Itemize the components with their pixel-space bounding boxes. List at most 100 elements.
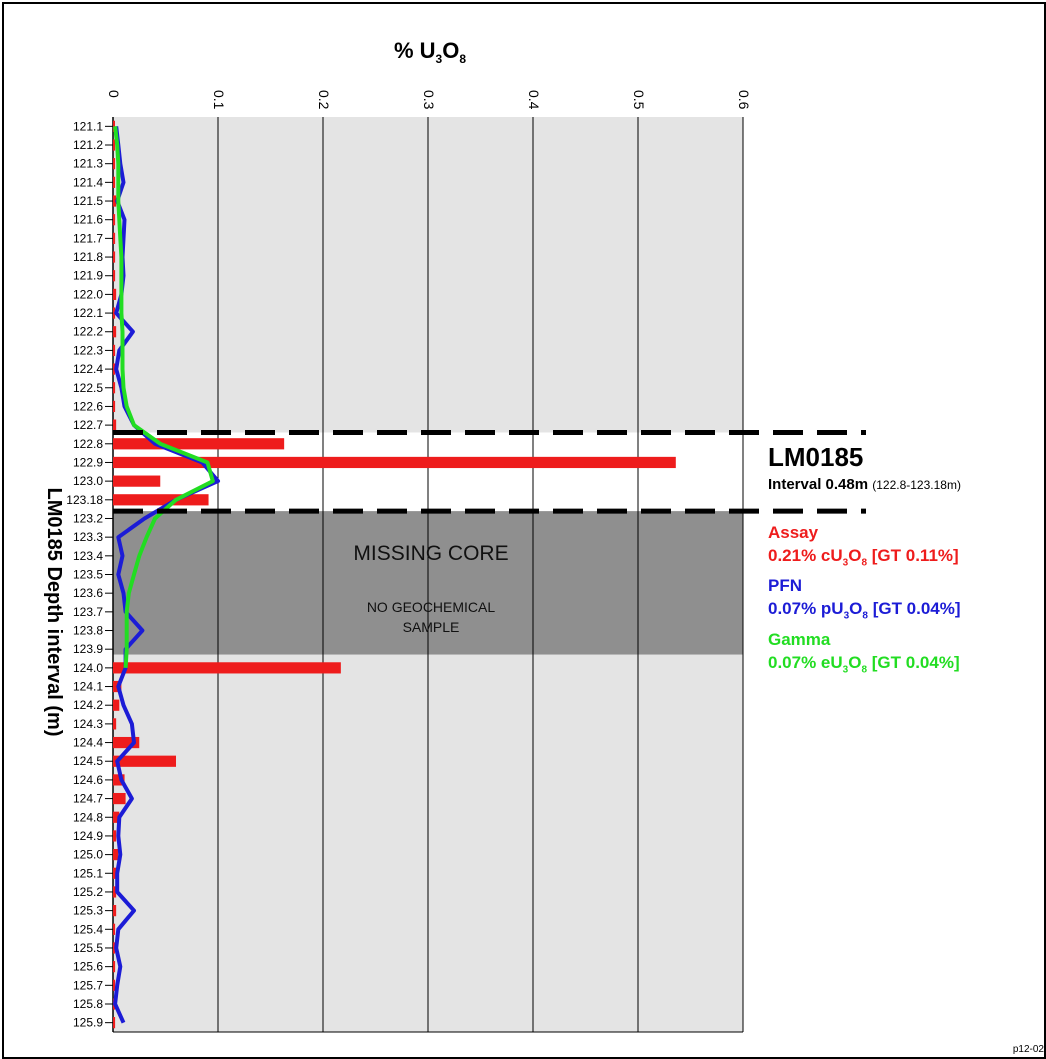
depth-label: 124.8 — [73, 810, 103, 824]
assay-bar — [113, 736, 140, 749]
depth-label: 123.0 — [73, 474, 103, 488]
letter-o: O — [849, 599, 863, 619]
depth-label: 124.7 — [73, 792, 103, 806]
depth-label: 125.5 — [73, 941, 103, 955]
depth-label: 124.2 — [73, 698, 103, 712]
interval-range: (122.8-123.18m) — [872, 478, 961, 492]
depth-label: 123.5 — [73, 568, 103, 582]
gamma-label: Gamma — [768, 629, 831, 649]
assay-bar — [113, 363, 116, 375]
y-axis-label: LM0185 Depth interval (m) — [43, 488, 65, 737]
assay-bar — [113, 344, 116, 357]
letter-o: O — [848, 546, 862, 565]
depth-label: 125.1 — [73, 866, 103, 880]
subscript-8: 8 — [861, 557, 868, 569]
assay-bar — [113, 867, 118, 879]
depth-label: 121.7 — [73, 231, 103, 245]
title-part: O — [442, 38, 459, 63]
pfn-label: PFN — [768, 576, 802, 596]
assay-bar — [113, 382, 116, 394]
depth-label: 121.4 — [73, 175, 103, 189]
assay-bar — [113, 755, 176, 767]
depth-label: 122.3 — [73, 343, 103, 357]
assay-bar — [113, 699, 120, 711]
assay-bar — [113, 232, 116, 244]
assay-bar — [113, 176, 116, 188]
letter-o: O — [848, 652, 862, 672]
x-tick-label: 0.4 — [526, 90, 542, 110]
depth-label: 123.6 — [73, 586, 103, 600]
subscript-8: 8 — [861, 664, 868, 676]
interval-text: Interval 0.48m (122.8-123.18m) — [768, 476, 1038, 493]
pfn-value: 0.07% pU3O8 [GT 0.04%] — [768, 597, 1038, 627]
assay-bar — [113, 811, 120, 823]
figure-code: p12-02 — [1012, 1044, 1044, 1055]
x-tick-label: 0.1 — [211, 90, 227, 110]
assay-bar — [113, 662, 341, 674]
depth-label: 125.4 — [73, 922, 103, 936]
x-tick-label: 0.5 — [631, 90, 647, 110]
title-subscript: 3 — [436, 52, 443, 66]
assay-bar — [113, 849, 119, 861]
depth-label: 125.9 — [73, 1016, 103, 1030]
gamma-line — [113, 126, 215, 669]
depth-label: 123.4 — [73, 549, 103, 563]
assay-bar — [113, 251, 116, 263]
assay-value: 0.21% cU3O8 [GT 0.11%] — [768, 544, 1038, 574]
assay-bar — [113, 438, 285, 450]
assay-bar — [113, 400, 116, 413]
assay-bar — [113, 905, 117, 917]
depth-label: 122.1 — [73, 306, 103, 320]
pfn-grade: [GT 0.04%] — [872, 599, 961, 619]
assay-bar — [113, 494, 209, 506]
gamma-value-text: 0.07% eU — [768, 652, 843, 672]
depth-label: 124.5 — [73, 754, 103, 768]
assay-bar — [113, 792, 126, 805]
depth-label: 121.9 — [73, 269, 103, 283]
depth-label: 125.6 — [73, 960, 103, 974]
assay-bar — [113, 886, 117, 898]
depth-label: 121.1 — [73, 119, 103, 133]
assay-bar — [113, 475, 161, 487]
depth-label: 123.2 — [73, 511, 103, 525]
grade-stats: Assay 0.21% cU3O8 [GT 0.11%] PFN 0.07% p… — [768, 521, 1038, 681]
depth-label: 124.1 — [73, 680, 103, 694]
depth-label: 125.8 — [73, 997, 103, 1011]
interval-label: Interval 0.48m — [768, 476, 869, 493]
missing-core-label: MISSING CORE — [353, 542, 508, 565]
depth-label: 125.0 — [73, 848, 103, 862]
assay-bar — [113, 942, 116, 954]
subscript-3: 3 — [842, 664, 849, 676]
missing-core-sublabel: NO GEOCHEMICAL — [367, 599, 496, 615]
depth-label: 121.6 — [73, 213, 103, 227]
depth-label: 123.18 — [66, 493, 103, 507]
depth-label: 124.6 — [73, 773, 103, 787]
depth-label: 121.2 — [73, 138, 103, 152]
assay-bar — [113, 158, 116, 170]
hole-id: LM0185 — [768, 442, 864, 472]
depth-label: 122.9 — [73, 455, 103, 469]
depth-label: 121.3 — [73, 157, 103, 171]
x-tick-label: 0.3 — [421, 90, 437, 110]
depth-label: 122.5 — [73, 381, 103, 395]
depth-label: 125.7 — [73, 978, 103, 992]
pfn-line — [113, 126, 220, 1024]
depth-label: 124.3 — [73, 717, 103, 731]
depth-label: 122.8 — [73, 437, 103, 451]
assay-bar — [113, 923, 116, 935]
assay-bar — [113, 419, 117, 431]
depth-label: 122.0 — [73, 287, 103, 301]
depth-label: 125.2 — [73, 885, 103, 899]
x-tick-label: 0.6 — [736, 90, 752, 110]
gamma-grade: [GT 0.04%] — [871, 652, 960, 672]
assay-bar — [113, 1017, 116, 1029]
x-tick-label: 0 — [106, 90, 122, 98]
legend: LM0185 Interval 0.48m (122.8-123.18m) As… — [768, 442, 1038, 681]
depth-label: 122.2 — [73, 325, 103, 339]
subscript-3: 3 — [843, 610, 850, 622]
gamma-value: 0.07% eU3O8 [GT 0.04%] — [768, 651, 1038, 681]
x-tick-label: 0.2 — [316, 90, 332, 110]
assay-value-text: 0.21% cU — [768, 546, 843, 565]
depth-label: 123.3 — [73, 530, 103, 544]
depth-label: 123.8 — [73, 624, 103, 638]
